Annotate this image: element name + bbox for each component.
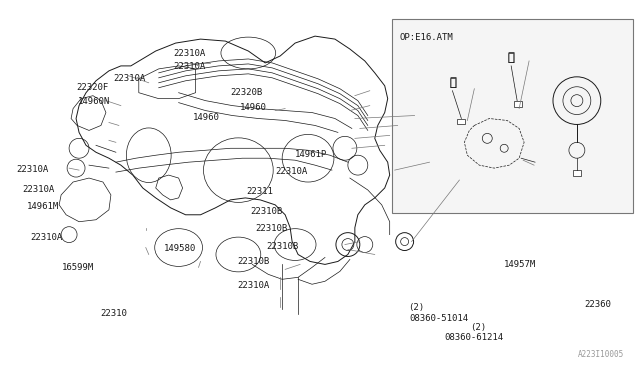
Text: 22320F: 22320F xyxy=(77,83,109,92)
Bar xyxy=(514,101,522,107)
Text: 14961M: 14961M xyxy=(27,202,59,211)
Text: 22310B: 22310B xyxy=(255,224,287,233)
Text: 22310A: 22310A xyxy=(173,49,205,58)
Text: 22320B: 22320B xyxy=(231,89,263,97)
Text: 22310A: 22310A xyxy=(237,281,269,290)
Text: Ⓢ: Ⓢ xyxy=(449,76,456,89)
Bar xyxy=(573,170,581,176)
Text: 08360-61214: 08360-61214 xyxy=(444,333,504,342)
Text: 22310: 22310 xyxy=(100,309,127,318)
Text: 22310B: 22310B xyxy=(250,207,282,217)
Text: (2): (2) xyxy=(408,302,424,312)
Text: Ⓢ: Ⓢ xyxy=(449,78,456,88)
Text: Ⓢ: Ⓢ xyxy=(508,53,515,63)
Text: 14960N: 14960N xyxy=(78,97,110,106)
Text: 14960: 14960 xyxy=(241,103,268,112)
Text: 149580: 149580 xyxy=(164,244,196,253)
Text: 16599M: 16599M xyxy=(62,263,94,272)
Bar xyxy=(458,119,465,125)
Text: 22310A: 22310A xyxy=(113,74,145,83)
Text: (2): (2) xyxy=(470,323,486,331)
Text: 22310A: 22310A xyxy=(275,167,308,176)
Text: A223I10005: A223I10005 xyxy=(577,350,623,359)
Text: 22310A: 22310A xyxy=(16,165,48,174)
Bar xyxy=(392,19,632,213)
Text: 14957M: 14957M xyxy=(504,260,536,269)
Text: Ⓢ: Ⓢ xyxy=(508,51,515,64)
Text: 22310A: 22310A xyxy=(22,185,54,194)
Text: 22310B: 22310B xyxy=(266,243,298,251)
Text: 22360: 22360 xyxy=(584,300,611,309)
Text: 14961P: 14961P xyxy=(294,150,327,159)
Text: OP:E16.ATM: OP:E16.ATM xyxy=(399,33,453,42)
Text: 22311: 22311 xyxy=(246,187,273,196)
Text: 14960: 14960 xyxy=(193,113,220,122)
Text: 22310B: 22310B xyxy=(237,257,269,266)
Text: 22310A: 22310A xyxy=(30,233,62,242)
Text: 22310A: 22310A xyxy=(173,61,205,71)
Text: 08360-51014: 08360-51014 xyxy=(409,314,468,323)
